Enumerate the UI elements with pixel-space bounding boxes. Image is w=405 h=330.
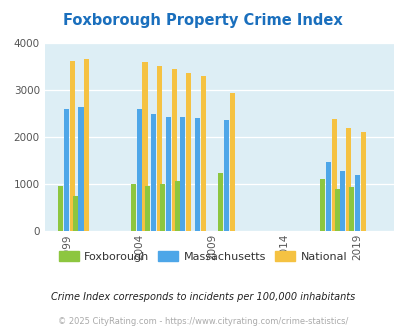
- Bar: [130, 183, 136, 231]
- Bar: [339, 171, 345, 231]
- Bar: [200, 76, 205, 231]
- Bar: [64, 109, 69, 231]
- Bar: [174, 181, 179, 231]
- Bar: [160, 184, 165, 231]
- Bar: [70, 61, 75, 231]
- Bar: [217, 173, 223, 231]
- Bar: [142, 62, 147, 231]
- Bar: [325, 162, 330, 231]
- Legend: Foxborough, Massachusetts, National: Foxborough, Massachusetts, National: [54, 247, 351, 267]
- Bar: [334, 189, 339, 231]
- Text: Crime Index corresponds to incidents per 100,000 inhabitants: Crime Index corresponds to incidents per…: [51, 292, 354, 302]
- Text: Foxborough Property Crime Index: Foxborough Property Crime Index: [63, 13, 342, 28]
- Bar: [345, 128, 350, 231]
- Bar: [136, 109, 141, 231]
- Bar: [151, 115, 156, 231]
- Bar: [84, 59, 89, 231]
- Bar: [331, 118, 336, 231]
- Bar: [319, 179, 324, 231]
- Bar: [58, 186, 63, 231]
- Bar: [171, 69, 176, 231]
- Bar: [185, 73, 191, 231]
- Bar: [78, 107, 83, 231]
- Text: © 2025 CityRating.com - https://www.cityrating.com/crime-statistics/: © 2025 CityRating.com - https://www.city…: [58, 317, 347, 326]
- Bar: [360, 132, 365, 231]
- Bar: [145, 186, 150, 231]
- Bar: [72, 196, 78, 231]
- Bar: [229, 93, 234, 231]
- Bar: [165, 117, 171, 231]
- Bar: [194, 118, 200, 231]
- Bar: [157, 66, 162, 231]
- Bar: [224, 120, 228, 231]
- Bar: [354, 175, 359, 231]
- Bar: [348, 187, 353, 231]
- Bar: [180, 117, 185, 231]
